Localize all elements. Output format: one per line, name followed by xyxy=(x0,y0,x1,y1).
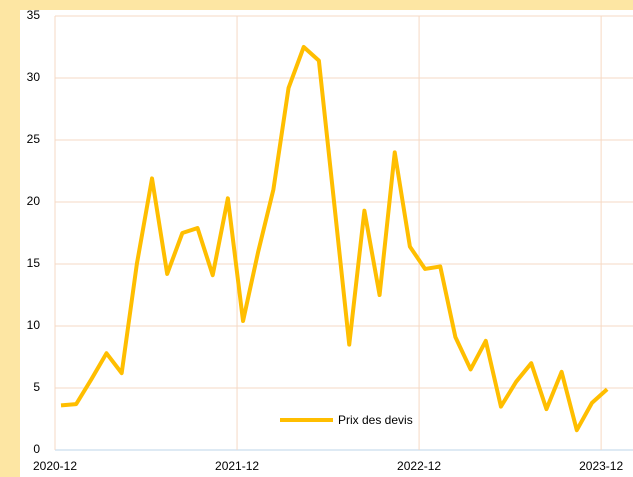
y-tick-label: 35 xyxy=(27,8,41,22)
y-tick-label: 5 xyxy=(33,380,40,394)
x-tick-label: 2021-12 xyxy=(215,459,259,473)
frame-top xyxy=(0,0,633,10)
y-tick-label: 10 xyxy=(27,318,41,332)
legend-label: Prix des devis xyxy=(338,413,413,427)
y-tick-label: 25 xyxy=(27,132,41,146)
y-tick-label: 0 xyxy=(33,442,40,456)
y-tick-label: 20 xyxy=(27,194,41,208)
x-tick-label: 2023-12 xyxy=(579,459,623,473)
frame-left xyxy=(0,0,20,477)
x-tick-label: 2020-12 xyxy=(33,459,77,473)
x-tick-label: 2022-12 xyxy=(397,459,441,473)
y-tick-label: 15 xyxy=(27,256,41,270)
y-tick-label: 30 xyxy=(27,70,41,84)
line-series xyxy=(60,45,609,433)
